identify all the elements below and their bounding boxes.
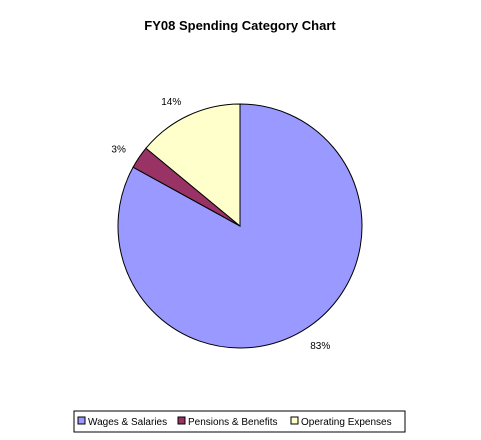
legend-swatch xyxy=(290,416,299,425)
pie-slice-operating-expenses xyxy=(145,103,241,228)
legend-swatch xyxy=(77,416,86,425)
slice-labels: 83% 3% 14% xyxy=(111,97,330,352)
legend: Wages & Salaries Pensions & Benefits Opera… xyxy=(73,410,406,433)
slice-label: 83% xyxy=(310,341,330,352)
legend-swatch xyxy=(177,416,186,425)
slice-label: 14% xyxy=(161,97,181,108)
legend-label: Operating Expenses xyxy=(301,417,392,428)
legend-box xyxy=(73,410,406,433)
slice-label: 3% xyxy=(111,144,126,155)
pie xyxy=(117,103,363,349)
legend-label: Wages & Salaries xyxy=(88,417,167,428)
legend-label: Pensions & Benefits xyxy=(188,417,278,428)
chart-title: FY08 Spending Category Chart xyxy=(144,18,336,33)
